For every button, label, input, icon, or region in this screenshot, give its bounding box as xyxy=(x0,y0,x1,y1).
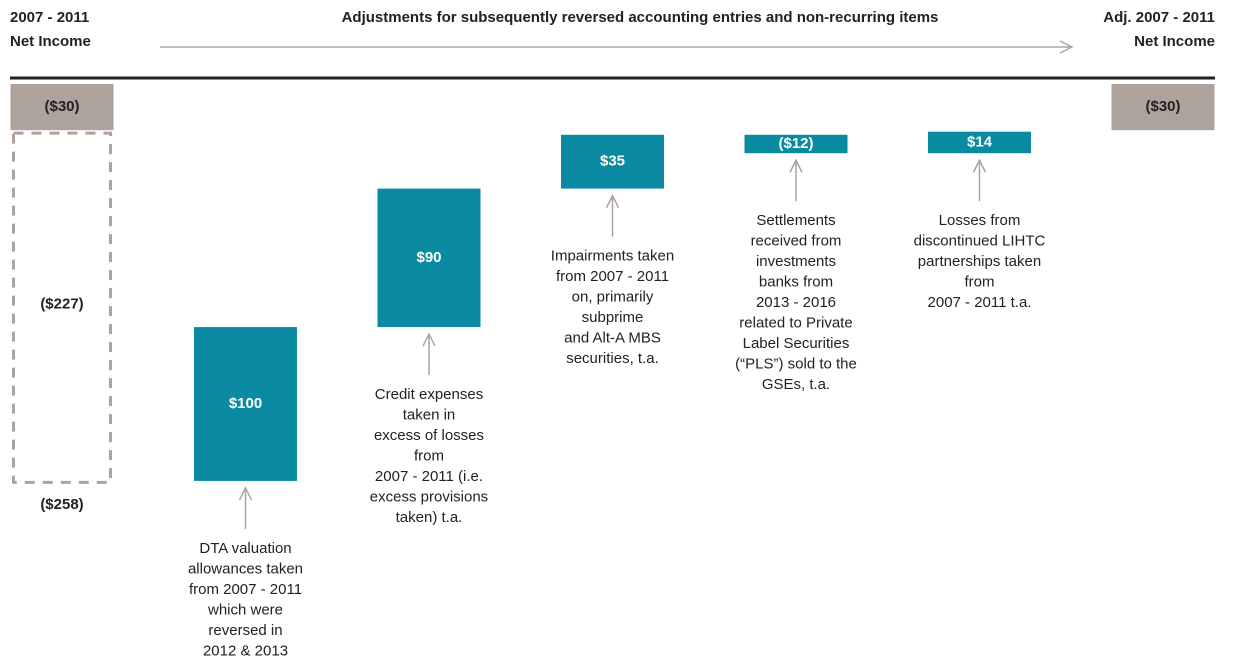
value-label: ($258) xyxy=(40,496,83,513)
caption: excess of losses xyxy=(374,427,484,444)
caption: taken) t.a. xyxy=(396,509,463,526)
caption-arrow-head xyxy=(972,158,987,173)
total-bar xyxy=(10,84,114,131)
caption-arrow-head xyxy=(605,193,620,208)
caption: 2013 - 2016 xyxy=(756,294,836,311)
caption: partnerships taken xyxy=(918,253,1041,270)
caption: Label Securities xyxy=(743,335,850,352)
caption: GSEs, t.a. xyxy=(762,376,830,393)
value-label: ($12) xyxy=(778,135,813,152)
caption: 2007 - 2011 t.a. xyxy=(928,294,1032,311)
caption: reversed in xyxy=(208,622,282,639)
value-label: ($30) xyxy=(1145,98,1180,115)
caption: from xyxy=(965,274,995,291)
caption: related to Private xyxy=(739,315,852,332)
caption: subprime xyxy=(582,309,644,326)
caption: from 2007 - 2011 xyxy=(189,581,302,598)
caption: excess provisions xyxy=(370,489,488,506)
caption: from 2007 - 2011 xyxy=(556,268,669,285)
header-arrow-head xyxy=(1059,40,1074,54)
caption: (“PLS”) sold to the xyxy=(735,356,857,373)
caption: allowances taken xyxy=(188,560,303,577)
value-label: ($30) xyxy=(44,98,79,115)
bar xyxy=(744,134,848,154)
chart-title: Adjustments for subsequently reversed ac… xyxy=(342,9,939,26)
caption: Losses from xyxy=(939,212,1021,229)
total-bar xyxy=(1111,84,1215,131)
caption: Settlements xyxy=(756,212,835,229)
caption: taken in xyxy=(403,407,456,424)
excluded-box xyxy=(12,131,112,484)
end-header: Net Income xyxy=(1134,33,1215,50)
caption: securities, t.a. xyxy=(566,350,659,367)
caption: 2007 - 2011 (i.e. xyxy=(375,468,483,485)
value-label: $14 xyxy=(967,133,993,150)
start-header: Net Income xyxy=(10,33,91,50)
caption: DTA valuation xyxy=(199,540,291,557)
caption: Impairments taken xyxy=(551,248,674,265)
caption-arrow-head xyxy=(422,332,436,347)
bar xyxy=(928,131,1031,154)
caption: banks from xyxy=(759,274,833,291)
bar xyxy=(561,134,664,189)
caption: from xyxy=(414,448,444,465)
caption: which were xyxy=(207,601,283,618)
caption: investments xyxy=(756,253,836,270)
caption: and Alt-A MBS xyxy=(564,330,661,347)
value-label: $35 xyxy=(600,153,625,170)
end-header: Adj. 2007 - 2011 xyxy=(1103,9,1215,26)
caption-arrow-head xyxy=(789,158,803,173)
start-header: 2007 - 2011 xyxy=(10,9,89,26)
caption: Credit expenses xyxy=(375,386,483,403)
caption: discontinued LIHTC xyxy=(914,233,1046,250)
caption: 2012 & 2013 xyxy=(203,642,288,659)
value-label: $90 xyxy=(416,249,441,266)
caption-arrow-head xyxy=(238,486,253,501)
bar xyxy=(377,188,481,328)
caption: on, primarily xyxy=(572,289,654,306)
bar xyxy=(194,327,297,481)
value-label: $100 xyxy=(229,395,262,412)
caption: received from xyxy=(751,233,842,250)
value-label: ($227) xyxy=(40,296,83,313)
